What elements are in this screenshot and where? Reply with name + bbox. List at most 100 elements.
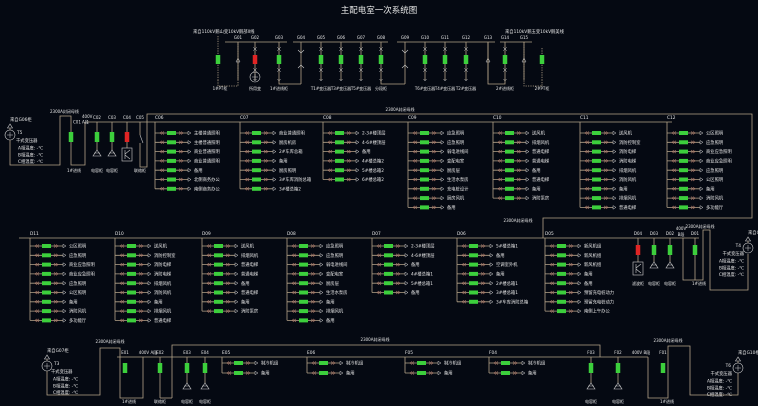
feeder-breaker-status[interactable] <box>420 168 429 173</box>
breaker-status[interactable] <box>615 363 621 373</box>
feeder-breaker-status[interactable] <box>505 149 514 154</box>
feeder-breaker-status[interactable] <box>167 177 176 182</box>
feeder-breaker-status[interactable] <box>252 158 261 163</box>
feeder-breaker-status[interactable] <box>42 271 51 276</box>
feeder-breaker-status[interactable] <box>501 361 510 365</box>
feeder-breaker-status[interactable] <box>335 177 344 182</box>
breaker-status[interactable] <box>358 55 364 64</box>
feeder-breaker-status[interactable] <box>469 262 478 267</box>
breaker-status[interactable] <box>338 55 344 64</box>
breaker-status[interactable] <box>588 363 594 373</box>
feeder-breaker-status[interactable] <box>214 299 223 304</box>
feeder-breaker-status[interactable] <box>299 299 308 304</box>
feeder-breaker-status[interactable] <box>167 140 176 145</box>
feeder-breaker-status[interactable] <box>592 177 601 182</box>
breaker-status[interactable] <box>422 55 428 64</box>
feeder-breaker-status[interactable] <box>420 177 429 182</box>
feeder-breaker-status[interactable] <box>384 281 393 286</box>
feeder-breaker-status[interactable] <box>234 361 243 365</box>
feeder-breaker-status[interactable] <box>469 244 478 248</box>
feeder-breaker-status[interactable] <box>214 290 223 295</box>
feeder-breaker-status[interactable] <box>469 253 478 258</box>
feeder-breaker-status[interactable] <box>42 309 51 314</box>
feeder-breaker-status[interactable] <box>127 271 136 276</box>
breaker-status[interactable] <box>502 55 508 64</box>
breaker-status[interactable] <box>94 132 100 142</box>
feeder-breaker-status[interactable] <box>299 253 308 258</box>
feeder-breaker-status[interactable] <box>42 299 51 304</box>
feeder-breaker-status[interactable] <box>214 309 223 314</box>
breaker-status[interactable] <box>122 363 128 373</box>
breaker-status[interactable] <box>692 245 698 255</box>
feeder-breaker-status[interactable] <box>592 205 601 210</box>
feeder-breaker-status[interactable] <box>299 309 308 314</box>
feeder-breaker-status[interactable] <box>420 149 429 154</box>
feeder-breaker-status[interactable] <box>384 262 393 267</box>
switch-icon[interactable] <box>139 134 144 144</box>
feeder-breaker-status[interactable] <box>234 371 243 375</box>
breaker-status[interactable] <box>109 132 115 142</box>
feeder-breaker-status[interactable] <box>505 140 514 145</box>
feeder-breaker-status[interactable] <box>252 131 261 135</box>
breaker-status[interactable] <box>157 363 163 373</box>
feeder-breaker-status[interactable] <box>335 168 344 173</box>
feeder-breaker-status[interactable] <box>679 149 688 154</box>
feeder-breaker-status[interactable] <box>505 186 514 191</box>
pt-breaker-status[interactable] <box>539 55 545 64</box>
feeder-breaker-status[interactable] <box>679 205 688 210</box>
feeder-breaker-status[interactable] <box>42 253 51 258</box>
feeder-breaker-status[interactable] <box>501 371 510 375</box>
feeder-breaker-status[interactable] <box>299 244 308 248</box>
feeder-breaker-status[interactable] <box>214 262 223 267</box>
feeder-breaker-status[interactable] <box>679 158 688 163</box>
feeder-breaker-status[interactable] <box>505 168 514 173</box>
feeder-breaker-status[interactable] <box>127 253 136 258</box>
feeder-breaker-status[interactable] <box>420 186 429 191</box>
feeder-breaker-status[interactable] <box>469 290 478 295</box>
feeder-breaker-status[interactable] <box>469 281 478 286</box>
feeder-breaker-status[interactable] <box>299 271 308 276</box>
feeder-breaker-status[interactable] <box>505 196 514 201</box>
feeder-breaker-status[interactable] <box>557 299 566 304</box>
feeder-breaker-status[interactable] <box>167 149 176 154</box>
feeder-breaker-status[interactable] <box>557 290 566 295</box>
feeder-breaker-status[interactable] <box>127 290 136 295</box>
feeder-breaker-status[interactable] <box>127 309 136 314</box>
breaker-status[interactable] <box>124 132 130 142</box>
breaker-status[interactable] <box>378 55 384 64</box>
breaker-status[interactable] <box>651 245 657 255</box>
feeder-breaker-status[interactable] <box>679 140 688 145</box>
feeder-breaker-status[interactable] <box>42 290 51 295</box>
feeder-breaker-status[interactable] <box>384 290 393 295</box>
feeder-breaker-status[interactable] <box>335 140 344 145</box>
feeder-breaker-status[interactable] <box>384 244 393 248</box>
feeder-breaker-status[interactable] <box>679 196 688 201</box>
feeder-breaker-status[interactable] <box>420 140 429 145</box>
feeder-breaker-status[interactable] <box>252 149 261 154</box>
feeder-breaker-status[interactable] <box>505 158 514 163</box>
feeder-breaker-status[interactable] <box>469 299 478 304</box>
feeder-breaker-status[interactable] <box>420 131 429 135</box>
feeder-breaker-status[interactable] <box>557 244 566 248</box>
feeder-breaker-status[interactable] <box>505 131 514 135</box>
feeder-breaker-status[interactable] <box>214 244 223 248</box>
feeder-breaker-status[interactable] <box>592 131 601 135</box>
feeder-breaker-status[interactable] <box>127 318 136 323</box>
breaker-status[interactable] <box>202 363 208 373</box>
feeder-breaker-status[interactable] <box>417 371 426 375</box>
feeder-breaker-status[interactable] <box>592 186 601 191</box>
breaker-status[interactable] <box>252 55 258 64</box>
disconnector-icon[interactable] <box>401 49 409 69</box>
feeder-breaker-status[interactable] <box>127 244 136 248</box>
breaker-status[interactable] <box>68 132 74 142</box>
feeder-breaker-status[interactable] <box>42 318 51 323</box>
breaker-status[interactable] <box>635 245 641 255</box>
feeder-breaker-status[interactable] <box>592 149 601 154</box>
feeder-breaker-status[interactable] <box>252 177 261 182</box>
feeder-breaker-status[interactable] <box>299 290 308 295</box>
feeder-breaker-status[interactable] <box>420 158 429 163</box>
feeder-breaker-status[interactable] <box>384 271 393 276</box>
feeder-breaker-status[interactable] <box>214 281 223 286</box>
feeder-breaker-status[interactable] <box>42 244 51 248</box>
feeder-breaker-status[interactable] <box>299 318 308 323</box>
